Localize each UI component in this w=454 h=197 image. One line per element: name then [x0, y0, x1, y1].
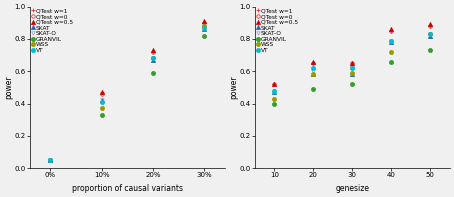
Legend: QTest w=1, QTest w=0, QTest w=0.5, SKAT, SKAT-O, GRANVIL, WSS, VT: QTest w=1, QTest w=0, QTest w=0.5, SKAT,… — [256, 8, 298, 54]
Legend: QTest w=1, QTest w=0, QTest w=0.5, SKAT, SKAT-O, GRANVIL, WSS, VT: QTest w=1, QTest w=0, QTest w=0.5, SKAT,… — [31, 8, 74, 54]
Y-axis label: power: power — [229, 76, 238, 99]
X-axis label: proportion of causal variants: proportion of causal variants — [72, 184, 183, 193]
Y-axis label: power: power — [4, 76, 13, 99]
X-axis label: genesize: genesize — [336, 184, 370, 193]
